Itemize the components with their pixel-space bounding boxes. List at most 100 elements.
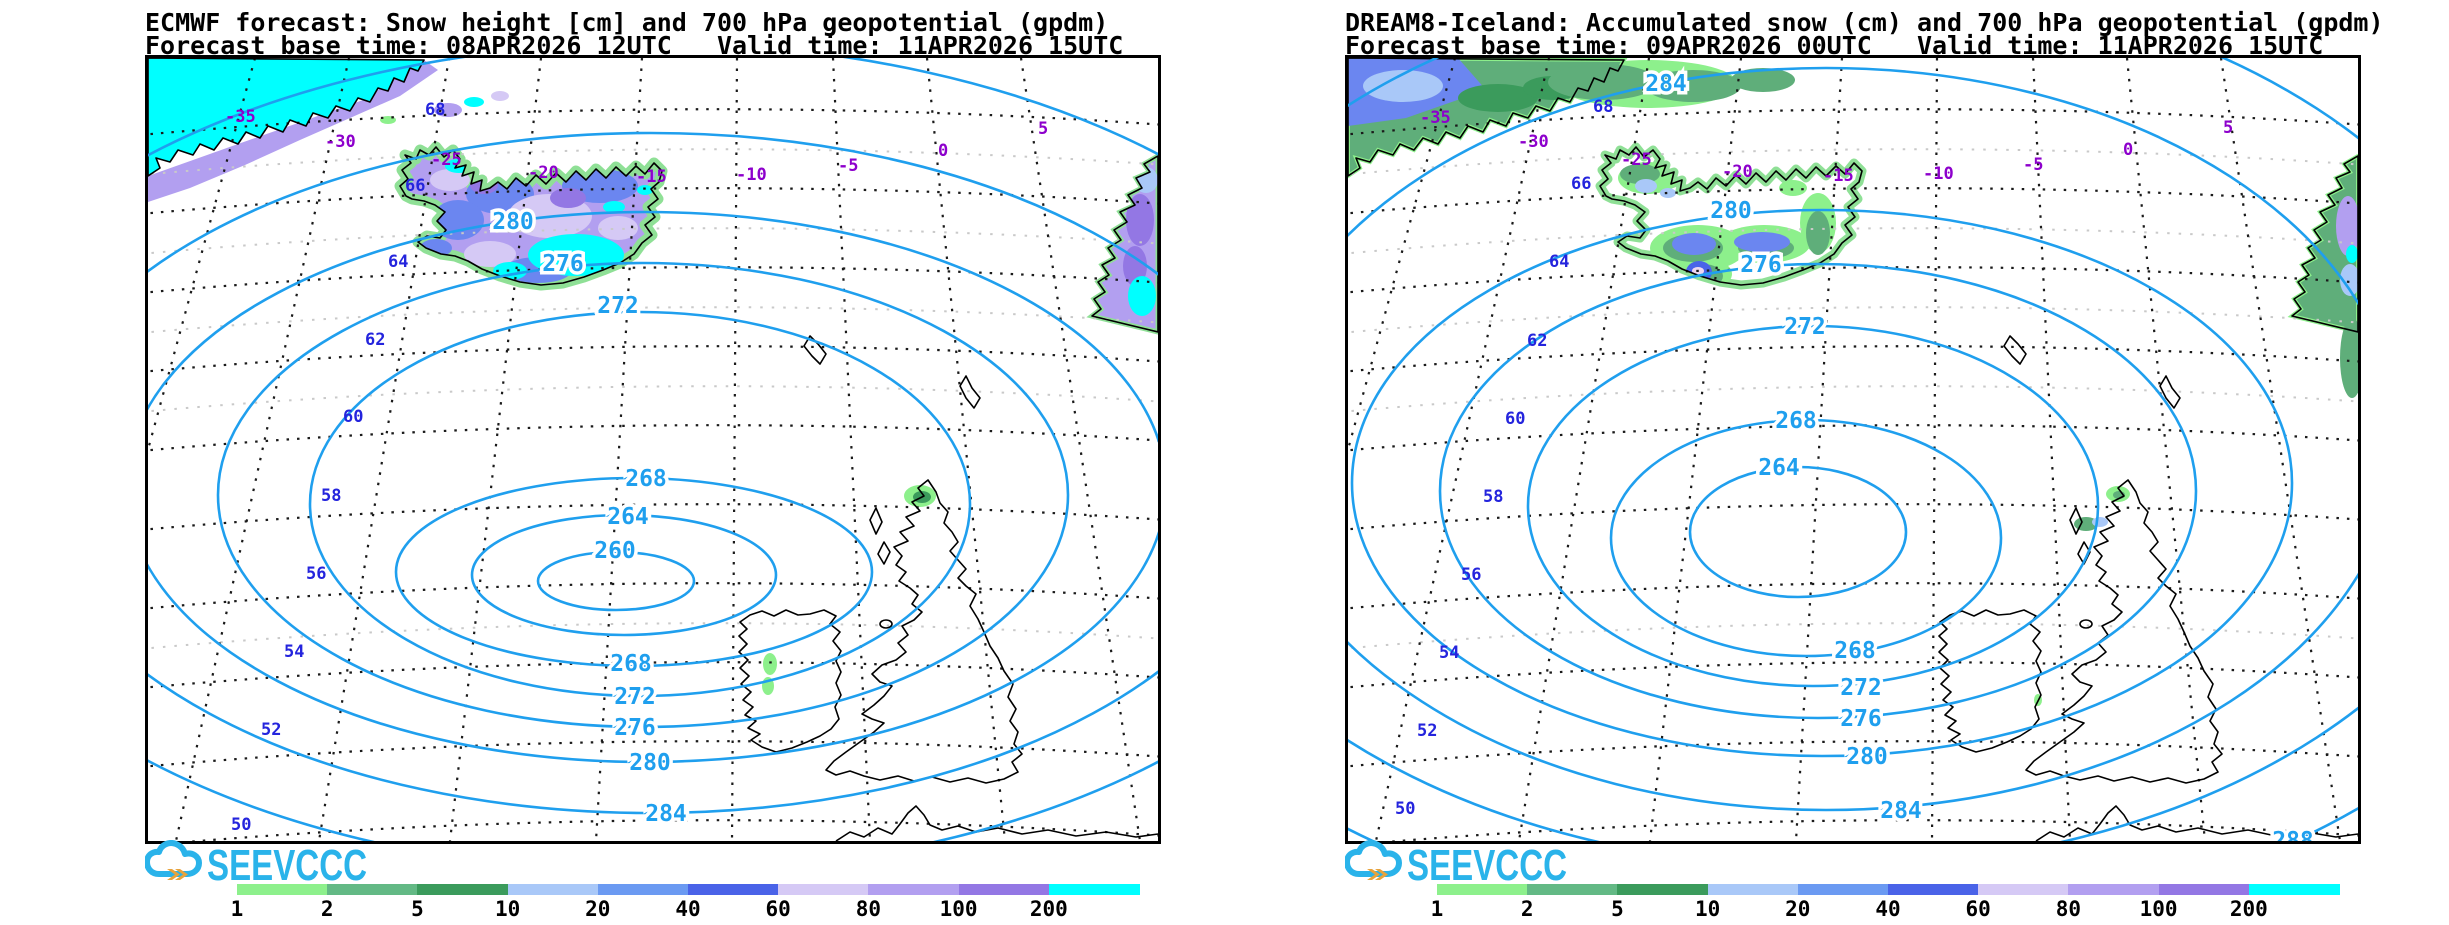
legend-segment (1048, 884, 1140, 895)
legend-label: 40 (675, 897, 701, 921)
arrow-icon (1367, 869, 1380, 880)
arrow-icon (167, 869, 180, 880)
latitude-label: 64 (388, 252, 408, 272)
legend-segment (778, 884, 870, 895)
legend-segment (1707, 884, 1799, 895)
longitude-label: -15 (636, 167, 667, 187)
legend-label: 1 (230, 897, 244, 921)
longitude-label: -30 (1518, 132, 1549, 152)
legend-segment (958, 884, 1050, 895)
latitude-label: 52 (261, 720, 281, 740)
contour-label: 268 (610, 651, 652, 677)
arrow-icon (1375, 869, 1388, 880)
legend-label: 5 (411, 897, 424, 921)
longitude-label: 5 (2223, 118, 2233, 138)
longitude-label: -25 (1621, 150, 1652, 170)
cloud-icon (145, 840, 202, 877)
latitude-label: 52 (1417, 721, 1437, 741)
right-snow-layer (1348, 58, 2358, 706)
latitude-label: 54 (1439, 643, 1459, 663)
legend-segment (2068, 884, 2160, 895)
legend-segment (1978, 884, 2070, 895)
legend-segment (2158, 884, 2250, 895)
contour-label: 280 (1846, 744, 1888, 770)
right-snow-legend: 1 2 5 10 20 40 60 80 100 200 (1431, 884, 2342, 921)
left-snow-legend: 1 2 5 10 20 40 60 80 100 200 (231, 884, 1142, 921)
contour-label: 264 (607, 504, 649, 530)
legend-label: 200 (1029, 897, 1068, 921)
right-title-line1: DREAM8-Iceland: Accumulated snow (cm) an… (1345, 8, 2384, 37)
left-latitude-labels: 68 66 64 62 60 58 56 54 52 50 (231, 100, 445, 835)
contour-label: 276 (542, 251, 584, 277)
legend-segment (868, 884, 960, 895)
legend-segment (1888, 884, 1979, 895)
latitude-label: 56 (1461, 565, 1481, 585)
longitude-label: -20 (1722, 162, 1753, 182)
legend-segment (507, 884, 599, 895)
longitude-label: -25 (431, 150, 462, 170)
contour-label: 288 (2272, 828, 2314, 841)
latitude-label: 58 (1483, 487, 1503, 507)
contour-label: 268 (1834, 638, 1876, 664)
latitude-label: 64 (1549, 252, 1569, 272)
right-map-dream8: 68 66 64 62 60 58 56 54 52 50 -35 -30 -25 -20 -15 -10-… (1345, 55, 2361, 844)
legend-segment (1437, 884, 1528, 895)
legend-label: 100 (2139, 897, 2178, 921)
contour-label: 276 (614, 715, 656, 741)
contour-label: 272 (614, 684, 656, 710)
longitude-label: 0 (2123, 140, 2133, 160)
contour-label: 272 (1840, 675, 1882, 701)
latitude-label: 60 (1505, 409, 1525, 429)
legend-label: 60 (1965, 897, 1991, 921)
contour-label: 264 (1758, 455, 1800, 481)
latitude-label: 54 (284, 642, 304, 662)
longitude-label: -30 (325, 132, 356, 152)
legend-segment (1797, 884, 1889, 895)
contour-label: 276 (1740, 252, 1782, 278)
latitude-label: 62 (1527, 331, 1547, 351)
left-longitude-labels: -35 -30 -25 -20 -15 -10 -5 0 5 (225, 107, 1048, 187)
longitude-label: -5 (2023, 155, 2043, 175)
left-map-ecmwf: 68 66 64 62 60 58 56 54 52 50 -35 -30 -25 -20 -15 -10-… (145, 55, 1161, 844)
legend-label: 5 (1611, 897, 1624, 921)
legend-label: 80 (2055, 897, 2082, 921)
legend-segment (597, 884, 689, 895)
latitude-label: 60 (343, 407, 363, 427)
right-geopotential-contours (1348, 58, 2358, 841)
legend-label: 60 (765, 897, 791, 921)
contour-label: 268 (1775, 408, 1817, 434)
latitude-label: 66 (1571, 174, 1591, 194)
legend-segment (417, 884, 509, 895)
longitude-label: 0 (938, 141, 948, 161)
longitude-label: -10 (736, 165, 767, 185)
latitude-label: 50 (1395, 799, 1415, 819)
latitude-label: 66 (405, 176, 425, 196)
latitude-label: 58 (321, 486, 341, 506)
latitude-label: 62 (365, 330, 385, 350)
latitude-label: 68 (425, 100, 445, 120)
contour-label: 272 (597, 293, 639, 319)
legend-segment (237, 884, 328, 895)
latitude-label: 56 (306, 564, 326, 584)
legend-segment (2248, 884, 2340, 895)
contour-label: 280 (492, 209, 534, 235)
longitude-label: -20 (528, 163, 559, 183)
legend-label: 80 (855, 897, 882, 921)
legend-label: 2 (320, 897, 334, 921)
longitude-label: -35 (1420, 108, 1451, 128)
contour-label: 280 (629, 750, 671, 776)
longitude-label: -35 (225, 107, 256, 127)
latitude-label: 50 (231, 815, 251, 835)
contour-label: 272 (1784, 314, 1826, 340)
longitude-label: 5 (1038, 119, 1048, 139)
legend-segment (327, 884, 419, 895)
legend-label: 2 (1520, 897, 1534, 921)
legend-label: 200 (2229, 897, 2268, 921)
legend-label: 100 (939, 897, 978, 921)
contour-label: 260 (594, 538, 636, 564)
contour-label: 284 (645, 801, 687, 827)
right-latitude-labels: 68 66 64 62 60 58 56 54 52 50 (1395, 97, 1613, 819)
legend-segment (1527, 884, 1619, 895)
left-snow-layer (148, 58, 1158, 695)
